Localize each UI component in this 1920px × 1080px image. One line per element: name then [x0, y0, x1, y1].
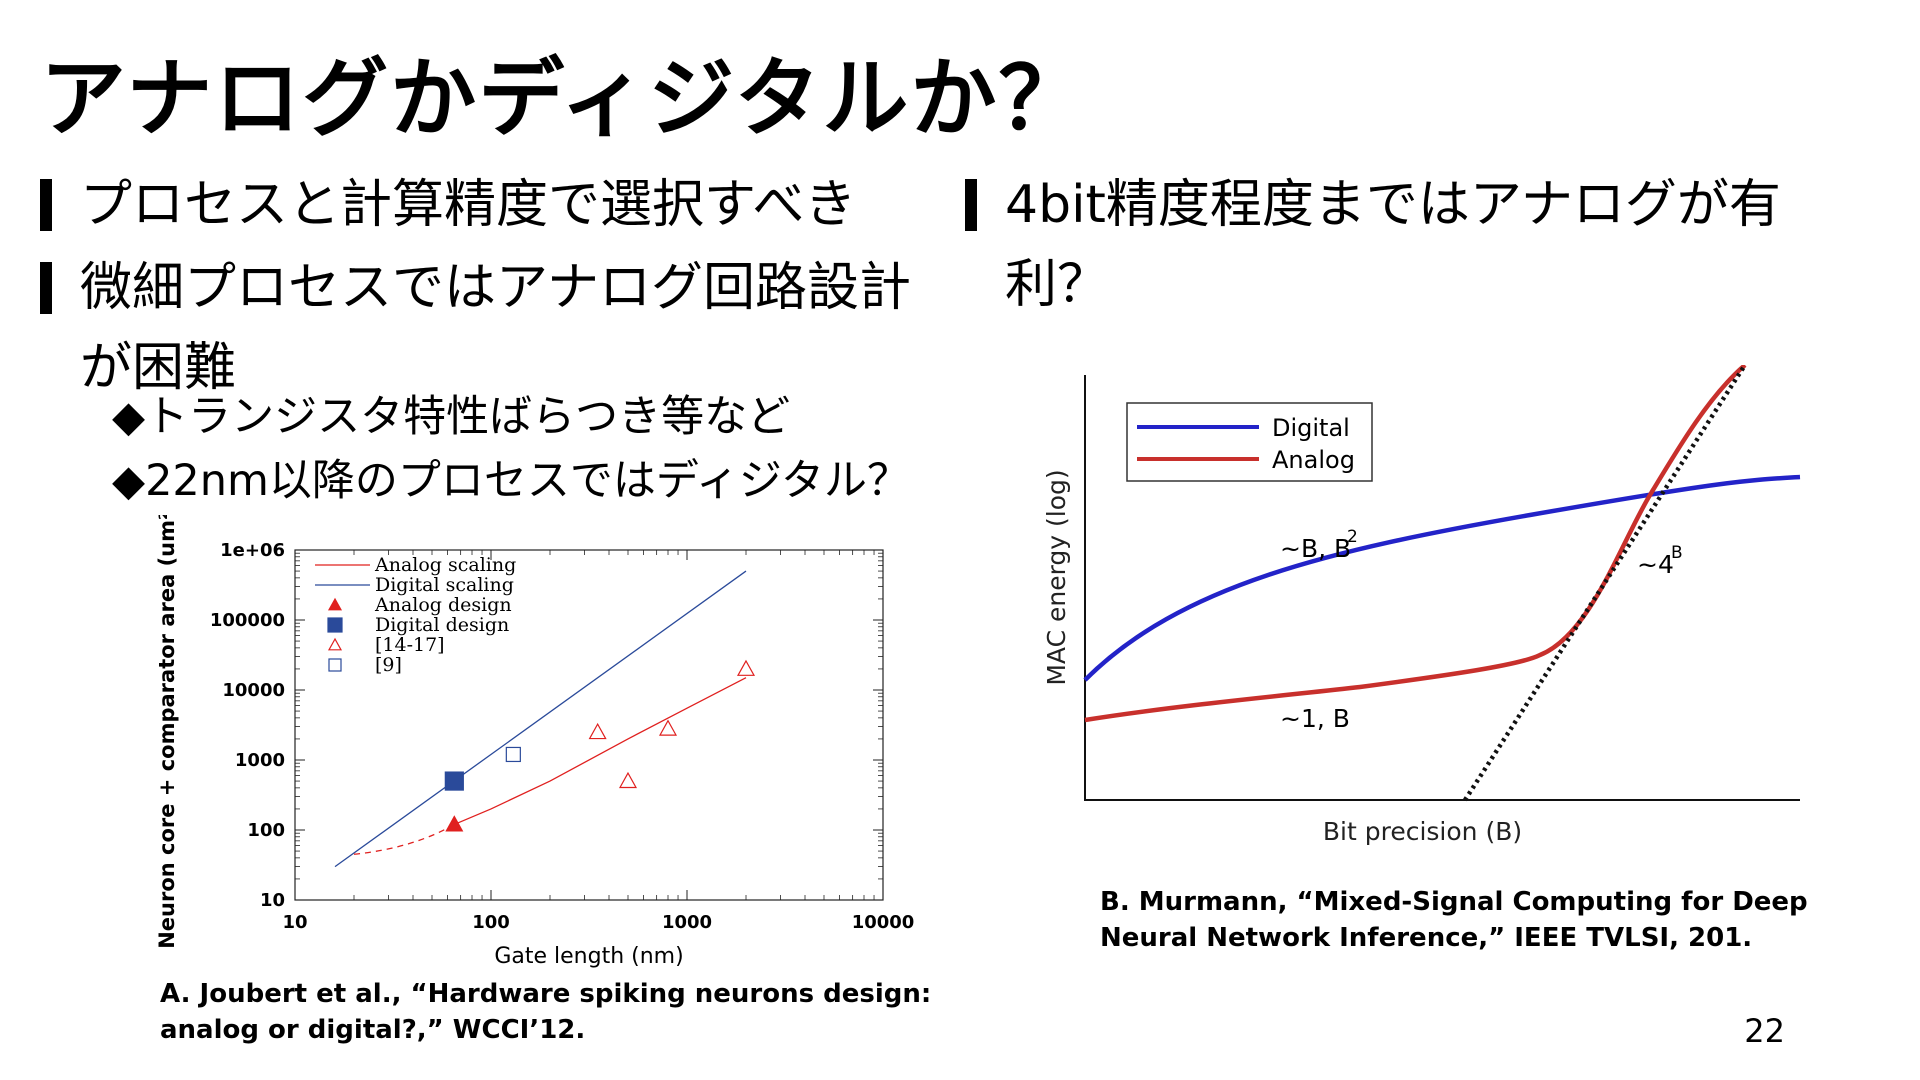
legend-marker-14-17	[327, 637, 343, 651]
mac-energy-vs-precision-chart: Bit precision (B) MAC energy (log) ~B, B2 ~…	[1042, 365, 1801, 845]
analog-scaling-extrapolation	[353, 823, 455, 855]
analog-energy-curve	[1084, 365, 1747, 723]
x-tick-label: 100	[472, 912, 510, 933]
y-tick-label: 1000	[235, 750, 285, 771]
ref-14-17-point	[736, 659, 756, 676]
legend-label: Analog scaling	[374, 554, 516, 576]
legend-box	[1126, 402, 1373, 482]
legend-label: Digital design	[375, 614, 509, 636]
y-tick-label: 10000	[222, 680, 285, 701]
slide-title: アナログかディジタルか？	[40, 49, 1087, 149]
page-number: 22	[1744, 1012, 1785, 1050]
left-subbullet-1: ◆トランジスタ特性ばらつき等など	[112, 392, 791, 442]
exponential-asymptote	[1463, 365, 1747, 802]
ref-14-17-point	[588, 722, 607, 740]
y-tick-label: 10	[260, 890, 285, 911]
annotation-4b: ~4	[1637, 550, 1674, 579]
legend-label: [9]	[375, 654, 402, 676]
area-vs-gate-length-chart: 10 100 1000 10000 10 100 1000 10000 100000 1e+06 G…	[155, 515, 915, 969]
left-subbullet-2: ◆22nm以降のプロセスではディジタル？	[112, 456, 911, 506]
digital-energy-curve	[1083, 474, 1801, 682]
annotation-4b-superscript: B	[1671, 543, 1683, 563]
analog-design-point	[445, 815, 464, 832]
digital-design-point	[444, 771, 464, 791]
x-axis-label: Bit precision (B)	[1323, 817, 1522, 845]
plot-frame	[294, 549, 884, 901]
bullet-bar	[965, 179, 977, 231]
left-bullet-1-text: プロセスと計算精度で選択すべき	[80, 175, 857, 235]
left-bullet-1: プロセスと計算精度で選択すべき	[40, 165, 940, 245]
right-citation-line2: Neural Network Inference,” IEEE TVLSI, 2…	[1100, 923, 1753, 953]
legend-label: Analog design	[374, 594, 512, 616]
ref-14-17-point	[618, 771, 638, 789]
annotation-b2-superscript: 2	[1347, 527, 1358, 547]
annotation-b-b2: ~B, B	[1280, 534, 1351, 563]
x-tick-label: 10000	[852, 912, 915, 933]
right-bullet-1: 4bit精度程度まではアナログが有利？	[965, 165, 1815, 325]
left-citation: A. Joubert et al., “Hardware spiking neu…	[160, 976, 931, 1048]
y-axis-label: Neuron core + comparator area (um²)	[155, 515, 179, 949]
digital-scaling-line	[334, 570, 747, 868]
bullet-bar	[40, 262, 52, 314]
bullet-bar	[40, 179, 52, 231]
legend-label: Digital scaling	[375, 574, 514, 596]
right-citation: B. Murmann, “Mixed-Signal Computing for …	[1100, 884, 1808, 956]
x-tick-label: 1000	[662, 912, 712, 933]
ref-14-17-point	[658, 719, 678, 736]
left-citation-line2: analog or digital?,” WCCI’12.	[160, 1015, 586, 1045]
x-tick-label: 10	[282, 912, 307, 933]
x-axis-label: Gate length (nm)	[494, 944, 683, 969]
y-tick-label: 100	[247, 820, 285, 841]
legend-label-digital: Digital	[1272, 414, 1350, 442]
ref-9-point	[505, 746, 521, 763]
annotation-1-b: ~1, B	[1280, 704, 1350, 733]
axes	[1084, 375, 1800, 801]
legend-label: [14-17]	[375, 634, 445, 656]
legend-marker-9	[328, 658, 342, 672]
left-bullet-2-text: 微細プロセスではアナログ回路設計が困難	[80, 258, 911, 398]
legend-marker-digital-design	[327, 617, 343, 633]
left-citation-line1: A. Joubert et al., “Hardware spiking neu…	[160, 979, 932, 1009]
right-bullet-1-text: 4bit精度程度まではアナログが有利？	[1005, 175, 1781, 315]
y-axis-label: MAC energy (log)	[1042, 469, 1071, 685]
legend-label-analog: Analog	[1272, 446, 1355, 474]
y-tick-label: 1e+06	[220, 540, 285, 561]
y-tick-label: 100000	[210, 610, 285, 631]
left-bullet-2: 微細プロセスではアナログ回路設計が困難	[40, 248, 940, 408]
analog-scaling-line	[454, 677, 747, 826]
right-citation-line1: B. Murmann, “Mixed-Signal Computing for …	[1100, 887, 1808, 917]
legend-marker-analog-design	[327, 597, 343, 611]
